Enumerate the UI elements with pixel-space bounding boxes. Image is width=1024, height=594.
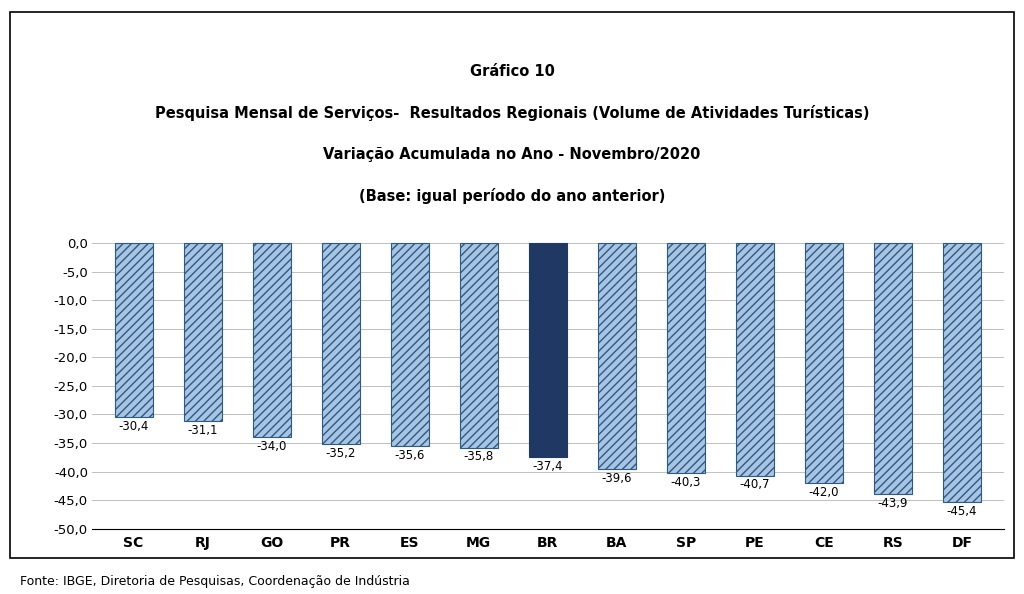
Text: -35,6: -35,6 (394, 449, 425, 462)
Text: -35,2: -35,2 (326, 447, 356, 460)
Bar (183, 243, 221, 421)
Text: -40,3: -40,3 (671, 476, 701, 489)
Bar (528, 243, 567, 457)
Text: (Base: igual período do ano anterior): (Base: igual período do ano anterior) (358, 188, 666, 204)
Bar (253, 243, 291, 437)
Bar (943, 243, 981, 503)
Bar (667, 243, 705, 473)
Text: -39,6: -39,6 (602, 472, 632, 485)
Bar (322, 243, 359, 444)
Bar (805, 243, 843, 483)
Text: -34,0: -34,0 (256, 440, 287, 453)
Text: -42,0: -42,0 (809, 486, 840, 499)
Text: -31,1: -31,1 (187, 424, 218, 437)
Text: Fonte: IBGE, Diretoria de Pesquisas, Coordenação de Indústria: Fonte: IBGE, Diretoria de Pesquisas, Coo… (20, 575, 411, 588)
Bar (598, 243, 636, 469)
Text: Gráfico 10: Gráfico 10 (470, 64, 554, 79)
Text: Variação Acumulada no Ano - Novembro/2020: Variação Acumulada no Ano - Novembro/202… (324, 147, 700, 162)
Bar (115, 243, 153, 417)
Text: Pesquisa Mensal de Serviços-  Resultados Regionais (Volume de Atividades Turísti: Pesquisa Mensal de Serviços- Resultados … (155, 105, 869, 121)
Text: -37,4: -37,4 (532, 460, 563, 473)
Bar (874, 243, 912, 494)
Bar (391, 243, 429, 447)
Text: -43,9: -43,9 (878, 497, 908, 510)
Text: -40,7: -40,7 (739, 478, 770, 491)
Text: -35,8: -35,8 (464, 450, 494, 463)
Text: -30,4: -30,4 (119, 419, 148, 432)
Bar (736, 243, 774, 476)
Bar (460, 243, 498, 447)
Text: -45,4: -45,4 (947, 505, 977, 518)
